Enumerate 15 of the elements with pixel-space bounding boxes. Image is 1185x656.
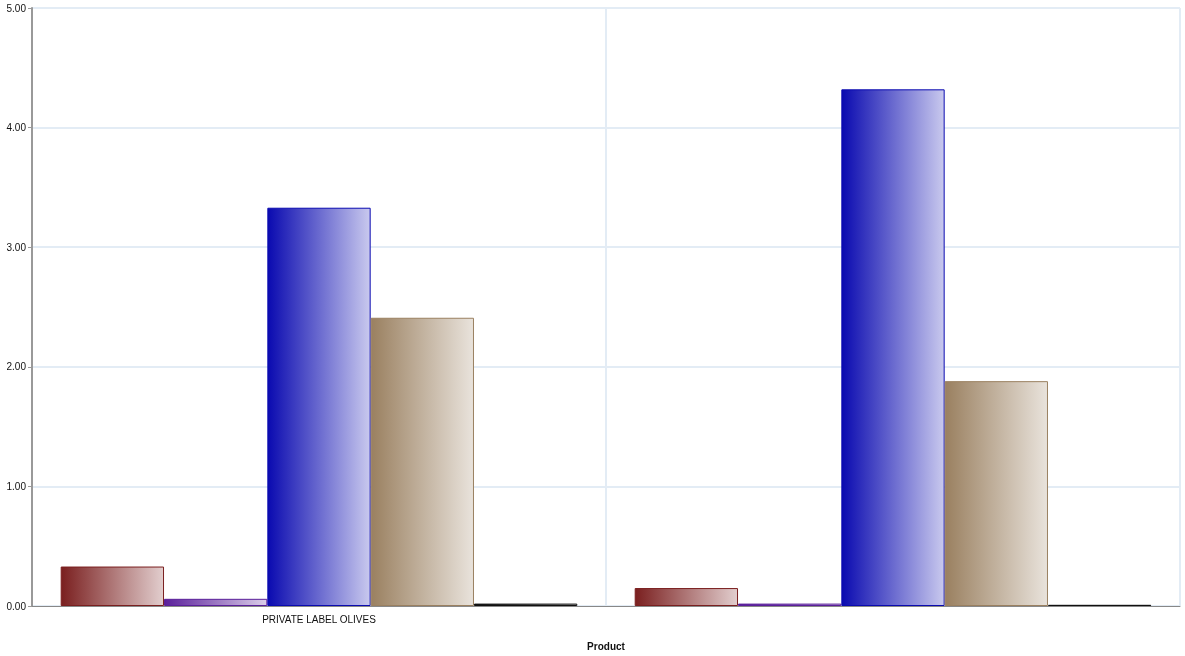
y-tick-label: 0.00 [6, 600, 27, 612]
bar [370, 317, 474, 606]
y-tick-label: 3.00 [6, 241, 27, 253]
bar [841, 89, 945, 606]
y-tick-label: 1.00 [6, 480, 27, 492]
x-axis-title: Product [587, 640, 626, 652]
y-tick-label: 2.00 [6, 361, 27, 373]
x-tick-label: PRIVATE LABEL OLIVES [262, 613, 377, 625]
bar [60, 566, 165, 606]
bar [944, 381, 1048, 606]
y-tick-label: 5.00 [6, 2, 27, 14]
bar [634, 588, 739, 606]
bar [267, 207, 371, 606]
bar [164, 598, 268, 606]
y-tick-label: 4.00 [6, 122, 27, 134]
